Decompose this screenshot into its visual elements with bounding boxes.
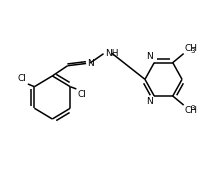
Text: 3: 3 (190, 105, 194, 111)
Text: CH: CH (184, 44, 198, 53)
Text: CH: CH (184, 106, 198, 115)
Text: 3: 3 (190, 48, 194, 55)
Text: Cl: Cl (18, 74, 27, 83)
Text: NH: NH (105, 49, 118, 58)
Text: N: N (146, 52, 153, 61)
Text: Cl: Cl (77, 90, 86, 99)
Text: N: N (146, 97, 153, 106)
Text: N: N (87, 59, 94, 68)
